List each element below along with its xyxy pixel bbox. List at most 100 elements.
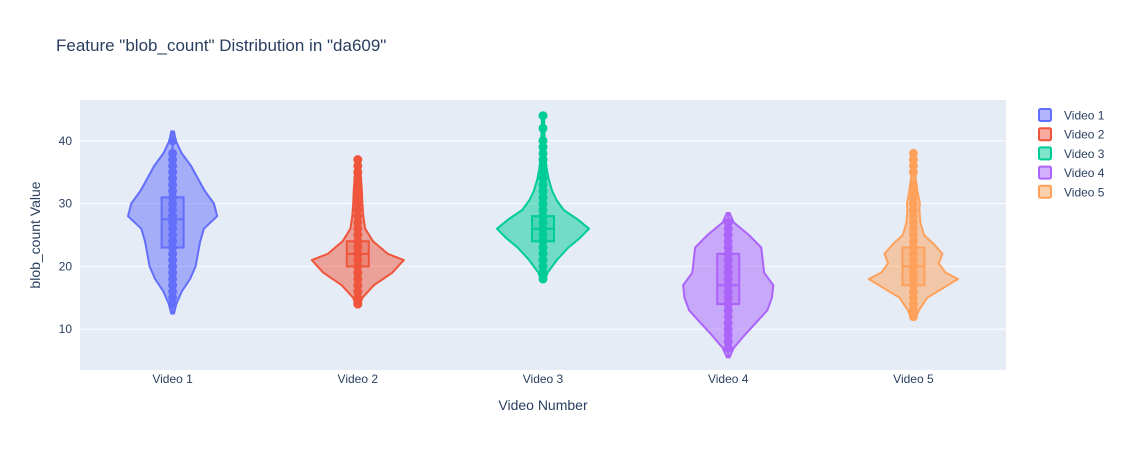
- data-point: [908, 230, 918, 240]
- y-tick-label: 30: [59, 197, 73, 211]
- data-point: [168, 243, 178, 253]
- data-point: [538, 123, 548, 133]
- data-point: [723, 324, 733, 334]
- data-point: [168, 224, 178, 234]
- data-point: [353, 192, 363, 202]
- data-point: [538, 161, 548, 171]
- data-point: [723, 243, 733, 253]
- data-point: [908, 192, 918, 202]
- legend-swatch: [1038, 127, 1052, 142]
- legend-item-1[interactable]: Video 1: [1038, 108, 1105, 123]
- data-point: [353, 167, 363, 177]
- data-point: [723, 268, 733, 278]
- data-point: [538, 224, 548, 234]
- legend-item-4[interactable]: Video 4: [1038, 165, 1105, 180]
- data-point: [908, 255, 918, 265]
- data-point: [538, 186, 548, 196]
- legend-item-2[interactable]: Video 2: [1038, 127, 1105, 142]
- data-point: [538, 167, 548, 177]
- data-point: [723, 255, 733, 265]
- data-point: [723, 280, 733, 290]
- data-point: [723, 261, 733, 271]
- data-point: [168, 155, 178, 165]
- data-point: [353, 186, 363, 196]
- violin-2[interactable]: [310, 155, 405, 309]
- data-point: [908, 305, 918, 315]
- y-tick-label: 20: [59, 259, 73, 273]
- data-point: [908, 161, 918, 171]
- violin-3[interactable]: [496, 111, 590, 284]
- x-tick-label: Video 2: [338, 372, 379, 386]
- legend-swatch: [1038, 165, 1052, 180]
- y-tick-label: 10: [59, 322, 73, 336]
- x-tick-label: Video 4: [708, 372, 749, 386]
- data-point: [723, 274, 733, 284]
- data-point: [538, 173, 548, 183]
- legend-item-3[interactable]: Video 3: [1038, 146, 1105, 161]
- data-point: [353, 299, 363, 309]
- data-point: [353, 293, 363, 303]
- data-point: [353, 274, 363, 284]
- data-point: [168, 236, 178, 246]
- data-point: [538, 199, 548, 209]
- chart-title: Feature "blob_count" Distribution in "da…: [56, 36, 386, 55]
- data-point: [538, 255, 548, 265]
- x-axis-label: Video Number: [498, 397, 588, 413]
- data-point: [168, 199, 178, 209]
- data-point: [908, 243, 918, 253]
- data-point: [353, 255, 363, 265]
- data-point: [538, 205, 548, 215]
- data-point: [168, 230, 178, 240]
- legend-label: Video 3: [1064, 147, 1105, 161]
- data-point: [168, 261, 178, 271]
- legend-label: Video 5: [1064, 185, 1105, 199]
- data-point: [168, 173, 178, 183]
- x-tick-label: Video 1: [152, 372, 193, 386]
- data-point: [908, 299, 918, 309]
- data-point: [538, 268, 548, 278]
- legend-item-5[interactable]: Video 5: [1038, 184, 1105, 199]
- data-point: [908, 280, 918, 290]
- data-point: [353, 155, 363, 165]
- data-point: [353, 243, 363, 253]
- data-point: [538, 111, 548, 121]
- data-point: [538, 211, 548, 221]
- data-point: [168, 287, 178, 297]
- legend-swatch: [1038, 184, 1052, 199]
- data-point: [168, 136, 178, 146]
- x-axis-ticks: Video 1 Video 2 Video 3 Video 4 Video 5: [152, 372, 934, 386]
- data-point: [908, 312, 918, 322]
- data-point: [168, 211, 178, 221]
- data-point: [353, 224, 363, 234]
- violin-1[interactable]: [127, 130, 219, 315]
- data-point: [353, 268, 363, 278]
- data-point: [908, 261, 918, 271]
- data-point: [723, 230, 733, 240]
- data-point: [168, 274, 178, 284]
- violin-5[interactable]: [867, 148, 959, 322]
- data-point: [538, 180, 548, 190]
- data-point: [168, 205, 178, 215]
- data-point: [353, 205, 363, 215]
- data-point: [723, 287, 733, 297]
- data-point: [168, 255, 178, 265]
- data-point: [168, 293, 178, 303]
- data-point: [168, 268, 178, 278]
- data-point: [723, 293, 733, 303]
- legend-label: Video 4: [1064, 166, 1105, 180]
- data-point: [908, 180, 918, 190]
- data-point: [353, 249, 363, 259]
- data-point: [723, 224, 733, 234]
- data-point: [908, 274, 918, 284]
- data-point: [908, 217, 918, 227]
- data-point: [538, 148, 548, 158]
- data-point: [538, 230, 548, 240]
- legend-label: Video 1: [1064, 109, 1105, 123]
- data-point: [908, 293, 918, 303]
- violin-4[interactable]: [682, 212, 775, 359]
- data-point: [353, 280, 363, 290]
- data-point: [538, 236, 548, 246]
- data-point: [353, 236, 363, 246]
